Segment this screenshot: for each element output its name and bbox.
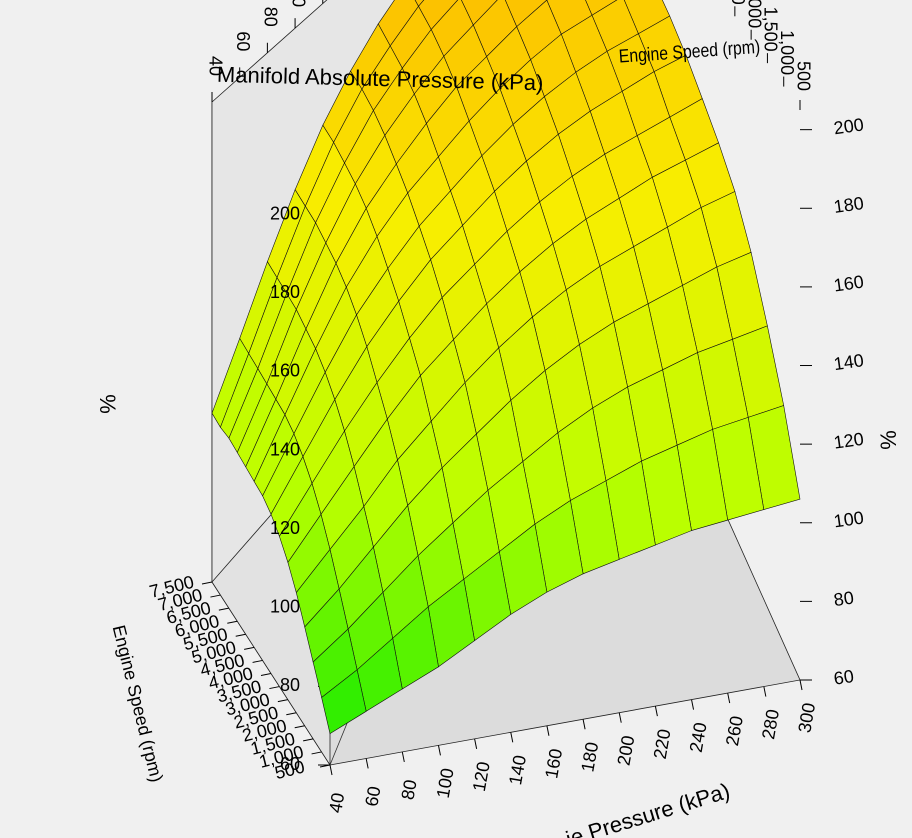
x-tick-label-bottom: 40 <box>325 791 348 814</box>
z-tick-label-left: 80 <box>280 675 300 695</box>
x-tick-label-bottom: 220 <box>650 727 675 760</box>
z-tick-label-right: 160 <box>832 272 865 296</box>
x-tick <box>401 751 405 763</box>
y-tick <box>294 725 305 729</box>
y-tick <box>286 712 297 716</box>
y-tick-label-top: 500 <box>793 61 813 91</box>
x-tick <box>437 745 441 756</box>
z-tick-label-right: 180 <box>832 193 865 217</box>
x-tick-label-bottom: 140 <box>505 754 530 787</box>
x-tick-label-top: 100 <box>288 0 308 7</box>
z-tick-label-left: 140 <box>270 439 300 459</box>
z-axis-title-right: % <box>876 430 901 450</box>
z-tick-label-left: 180 <box>270 282 300 302</box>
z-tick-label-left: 100 <box>270 597 300 617</box>
z-tick-label-left: 120 <box>270 518 300 538</box>
z-axis-title-left: % <box>95 394 120 414</box>
x-tick <box>763 686 767 697</box>
x-tick <box>799 679 803 691</box>
x-tick-label-bottom: 100 <box>433 767 458 800</box>
x-tick-label-bottom: 200 <box>614 734 639 767</box>
y-tick <box>244 646 255 650</box>
y-axis-title-left: Engine Speed (rpm) <box>109 623 167 784</box>
z-tick-label-right: 60 <box>832 666 855 689</box>
y-tick <box>235 633 246 637</box>
y-tick <box>201 581 213 585</box>
z-tick-label-left: 60 <box>280 754 300 774</box>
x-tick <box>365 758 369 769</box>
x-tick <box>510 732 514 743</box>
x-tick-label-bottom: 60 <box>361 785 384 808</box>
x-axis-title-bottom: ie Pressure (kPa) <box>563 778 733 838</box>
x-tick <box>474 738 478 749</box>
y-tick-label-top: 2,000 <box>744 0 764 28</box>
z-tick-label-right: 140 <box>832 350 865 374</box>
x-tick <box>691 699 695 710</box>
x-tick-label-bottom: 240 <box>686 721 711 754</box>
y-tick <box>218 607 229 611</box>
y-tick <box>311 751 322 755</box>
z-tick-label-left: 200 <box>270 203 300 223</box>
x-tick-label-bottom: 260 <box>722 714 747 747</box>
x-tick-label-bottom: 120 <box>469 760 494 793</box>
y-tick <box>260 673 272 676</box>
x-tick <box>582 719 586 730</box>
x-tick-label-top: 40 <box>205 56 225 76</box>
y-tick <box>277 699 288 703</box>
z-tick-label-left: 160 <box>270 361 300 381</box>
x-tick-label-bottom: 300 <box>794 701 819 734</box>
x-tick-label-top: 60 <box>233 31 253 51</box>
y-tick <box>227 620 238 624</box>
y-tick <box>303 738 314 742</box>
z-tick-label-right: 100 <box>832 507 865 531</box>
x-tick <box>727 692 731 704</box>
y-tick-label-top: 1,500 <box>761 7 781 52</box>
x-tick-label-bottom: 80 <box>397 778 420 801</box>
z-tick-label-right: 200 <box>832 114 865 138</box>
x-tick-label-top: 80 <box>261 7 281 27</box>
x-tick <box>618 712 622 723</box>
x-tick <box>546 725 550 736</box>
surface-mesh <box>211 0 801 735</box>
y-tick <box>252 659 263 663</box>
z-tick-label-right: 120 <box>832 429 865 453</box>
x-tick <box>654 706 658 717</box>
z-tick-label-right: 80 <box>832 587 855 610</box>
tick-labels: 40 60 80 100 120 140 160 180 200 220 240 260 280 300 4… <box>147 0 865 814</box>
y-tick-label-top: 1,000 <box>777 30 797 75</box>
surface-cell <box>414 0 425 7</box>
x-tick-label-bottom: 160 <box>541 747 566 780</box>
x-tick-label-bottom: 180 <box>577 740 602 773</box>
y-tick <box>210 594 221 598</box>
y-tick-label-top: 2,500 <box>728 0 748 5</box>
x-tick <box>329 764 333 776</box>
y-tick <box>269 686 280 690</box>
x-tick-label-bottom: 280 <box>758 708 783 741</box>
surface-cell <box>321 669 367 735</box>
